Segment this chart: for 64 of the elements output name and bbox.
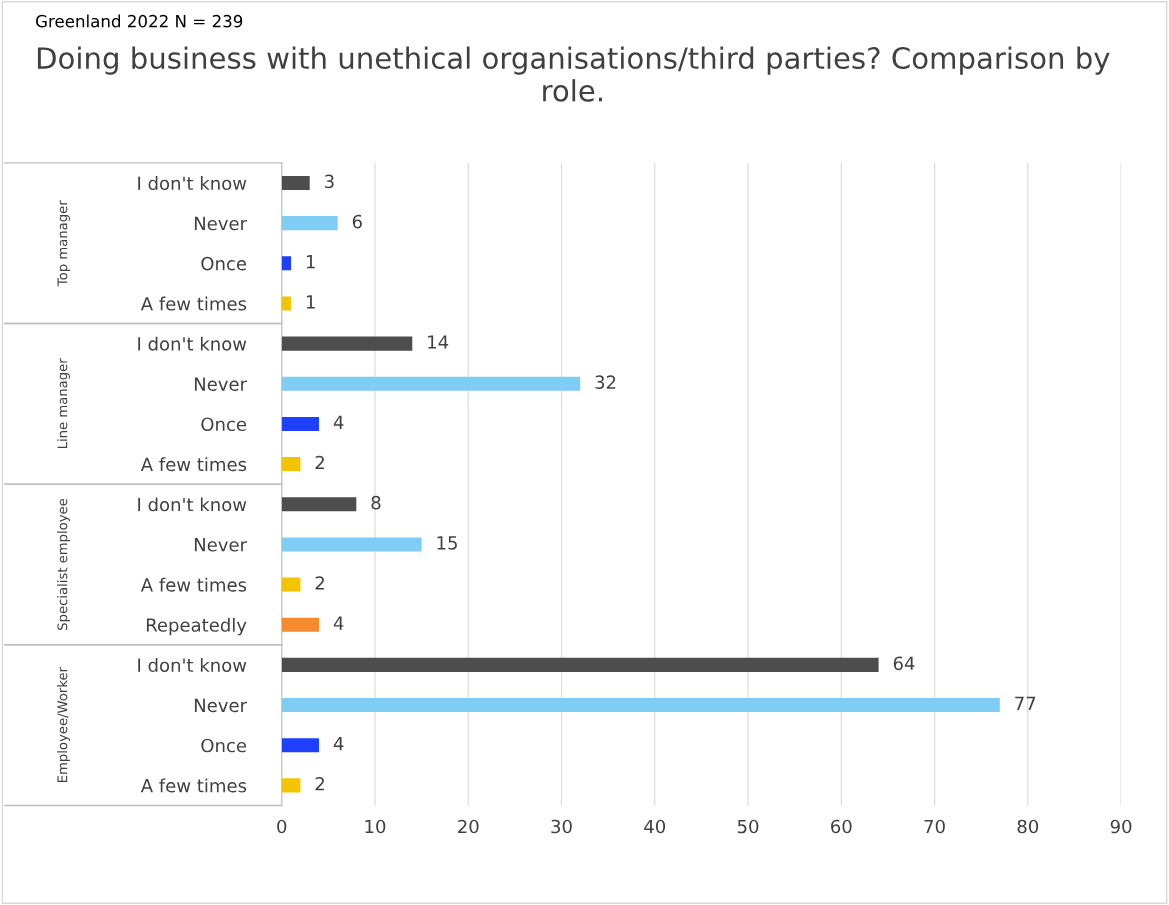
- y-tick-label: Never: [194, 377, 247, 391]
- x-tick-label: 80: [1017, 819, 1039, 834]
- data-label: 6: [352, 214, 362, 229]
- y-tick-label: I don't know: [138, 497, 247, 512]
- data-label: 15: [437, 536, 457, 550]
- bar: [281, 336, 413, 351]
- x-tick-label: 10: [365, 819, 386, 834]
- data-label: 4: [333, 737, 344, 751]
- bar: [281, 497, 357, 512]
- text: Top manager: [57, 200, 70, 287]
- bar: [281, 577, 301, 592]
- data-label: 64: [893, 656, 915, 671]
- data-label: 8: [371, 495, 381, 510]
- bar: [281, 657, 879, 672]
- text: Line manager: [57, 358, 70, 449]
- bar: [281, 416, 320, 431]
- bar: [281, 778, 301, 793]
- bar: [281, 698, 1000, 713]
- y-tick-label: Once: [201, 738, 247, 753]
- chart-title: Doing business with unethical organisations/third parties? Comparison by role.: [37, 46, 1110, 102]
- data-label: 14: [428, 335, 449, 349]
- y-tick-label: Never: [194, 698, 247, 713]
- y-tick-label: I don't know: [138, 176, 247, 191]
- data-label: 3: [324, 174, 334, 189]
- bar: [281, 175, 310, 191]
- data-label: 1: [306, 295, 315, 309]
- x-tick-label: 0: [277, 819, 287, 834]
- text: Employee/Worker: [57, 667, 70, 782]
- y-tick-label: A few times: [140, 296, 247, 311]
- data-label: 77: [1015, 696, 1036, 711]
- y-tick-label: Once: [201, 256, 247, 271]
- bar: [281, 738, 320, 753]
- y-tick-label: I don't know: [138, 336, 247, 351]
- x-tick-label: 60: [831, 819, 852, 834]
- x-tick-label: 30: [551, 819, 572, 834]
- text: Specialist employee: [57, 498, 70, 630]
- x-tick-label: 90: [1110, 819, 1132, 834]
- bar: [281, 537, 422, 552]
- y-tick-label: Once: [201, 417, 247, 432]
- y-tick-label: Never: [194, 538, 247, 552]
- y-tick-label: A few times: [140, 778, 247, 793]
- bar: [281, 457, 301, 472]
- y-tick-label: Repeatedly: [146, 617, 247, 636]
- data-label: 4: [333, 616, 344, 630]
- bar: [281, 256, 292, 271]
- data-label: 1: [306, 255, 315, 269]
- data-label: 32: [595, 375, 616, 390]
- data-label: 2: [315, 455, 324, 470]
- bar: [281, 617, 320, 632]
- bar: [281, 216, 338, 231]
- y-tick-label: A few times: [140, 577, 247, 592]
- x-tick-label: 50: [737, 819, 759, 834]
- bar: [281, 376, 581, 391]
- y-tick-label: A few times: [140, 457, 247, 472]
- bar: [281, 296, 292, 311]
- data-label: 2: [315, 576, 324, 590]
- data-label: 4: [333, 415, 344, 429]
- y-tick-label: Never: [194, 216, 247, 231]
- text: Greenland 2022 N = 239: [36, 14, 243, 28]
- x-tick-label: 70: [924, 819, 945, 834]
- y-tick-label: I don't know: [138, 658, 247, 673]
- x-tick-label: 40: [644, 819, 666, 834]
- x-tick-label: 20: [458, 819, 479, 834]
- data-label: 2: [315, 776, 324, 791]
